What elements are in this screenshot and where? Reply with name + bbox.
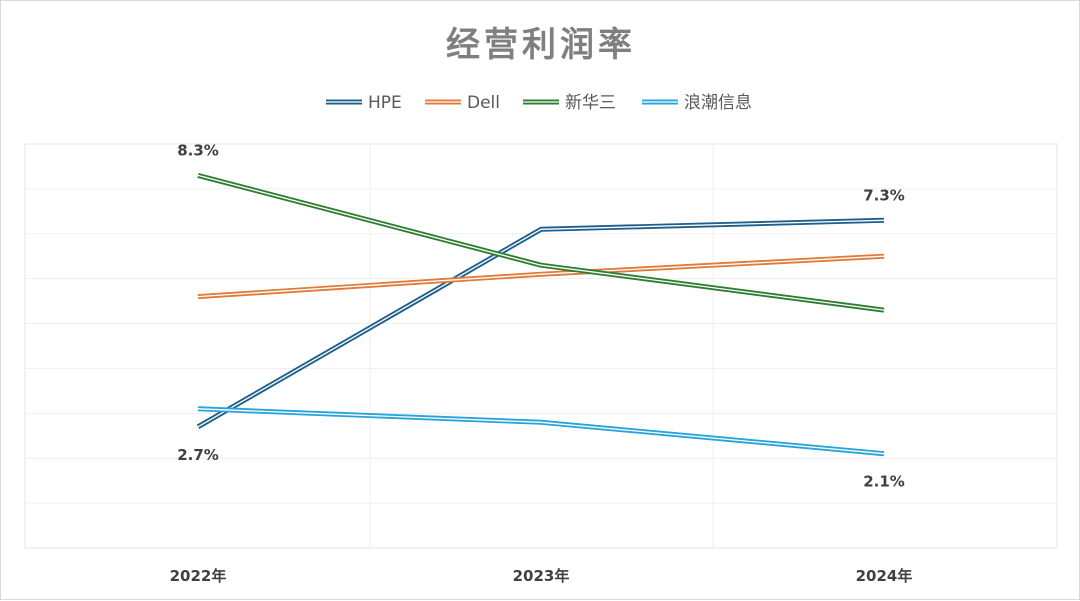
legend-item[interactable]: 浪潮信息: [642, 93, 752, 113]
series-line-inner: [197, 174, 885, 311]
legend-item[interactable]: Dell: [425, 93, 500, 113]
series-line-2: [197, 172, 885, 313]
series-line-3: [197, 406, 885, 457]
chart-title: 经营利润率: [446, 25, 636, 65]
series-line-1: [197, 253, 885, 300]
legend-label: 新华三: [565, 93, 616, 113]
legend-label: HPE: [368, 93, 402, 113]
data-label: 2.7%: [177, 446, 219, 464]
gridlines: [25, 144, 1057, 548]
data-labels: 8.3% 2.7% 7.3% 2.1%: [177, 141, 905, 490]
series-lines: [196, 172, 885, 457]
x-tick-label: 2022年: [170, 567, 227, 585]
plot-area: 8.3% 2.7% 7.3% 2.1%: [24, 141, 1058, 549]
data-label: 7.3%: [863, 186, 905, 204]
legend-label: Dell: [467, 93, 500, 113]
plot-background: [24, 143, 1058, 549]
data-label: 2.1%: [863, 473, 905, 491]
data-label: 8.3%: [177, 141, 219, 159]
legend-label: 浪潮信息: [684, 93, 752, 113]
x-axis: 2022年 2023年 2024年: [170, 567, 913, 585]
series-line-0: [196, 217, 885, 429]
x-tick-label: 2023年: [513, 567, 570, 585]
x-tick-label: 2024年: [856, 567, 913, 585]
series-line-inner: [197, 219, 885, 428]
legend-item[interactable]: HPE: [326, 93, 402, 113]
series-line-inner: [197, 255, 885, 298]
series-line-inner: [197, 408, 885, 455]
legend-item[interactable]: 新华三: [523, 93, 616, 113]
legend: HPE Dell 新华三 浪潮信息: [326, 93, 752, 113]
